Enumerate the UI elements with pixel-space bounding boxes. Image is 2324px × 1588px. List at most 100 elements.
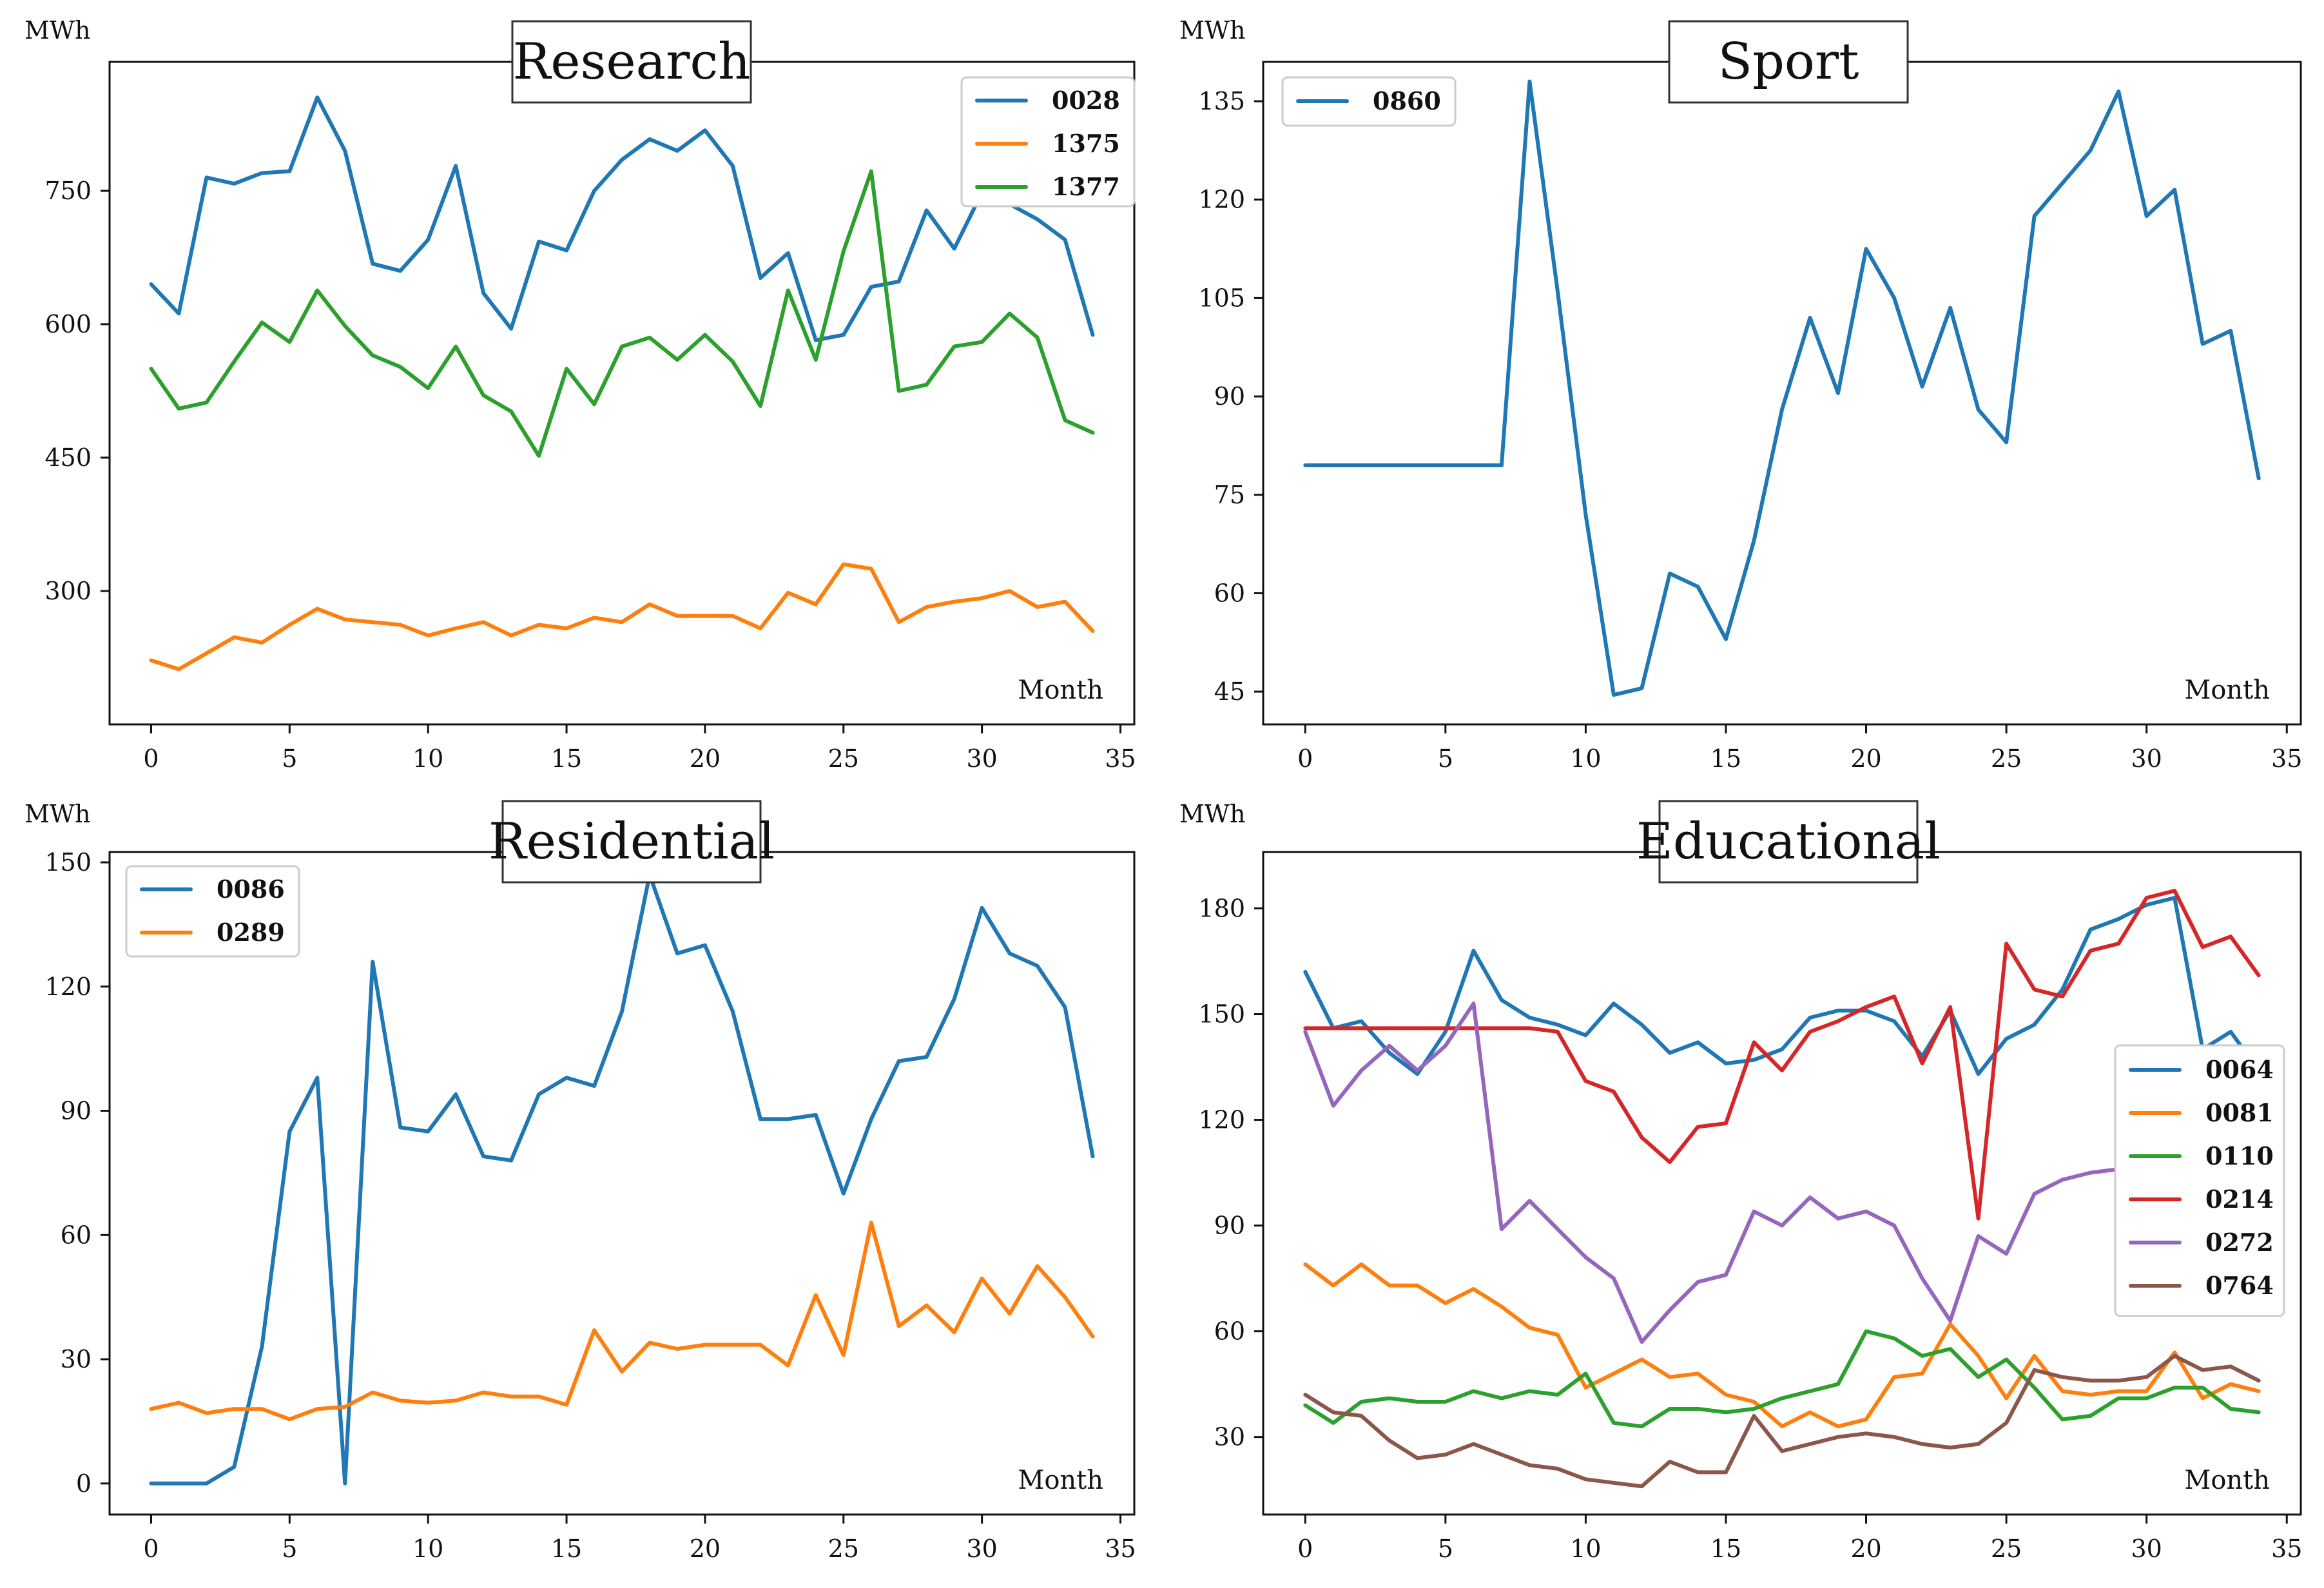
x-tick-label: 0 [1297,744,1313,773]
x-tick-label: 35 [2271,1535,2302,1563]
legend-label-0214: 0214 [2205,1185,2274,1214]
legend: 0860 [1281,76,1457,127]
x-tick-label: 20 [690,1535,721,1563]
x-tick-label: 30 [966,744,997,773]
legend: 0028 1375 1377 [960,76,1136,208]
series-line-0028 [149,95,1095,342]
y-tick-label: 45 [1214,677,1245,706]
legend-label-0064: 0064 [2205,1055,2274,1084]
x-tick-label: 15 [1710,744,1741,773]
legend-box [960,76,1136,208]
chart-title: Residential [489,813,775,871]
y-tick-label: 120 [1198,186,1245,214]
x-tick-label: 5 [282,744,297,773]
y-tick-label: 300 [44,577,92,605]
legend-label-0289: 0289 [217,918,285,947]
legend: 0064 0081 0110 0214 0272 0764 [2114,1044,2285,1317]
legend-label-1377: 1377 [1052,172,1120,201]
y-tick-label: 105 [1198,284,1245,312]
chart-panel-sport: 0 5 10 15 20 25 30 35 45 60 75 90 105 120 135 MWh Month S… [1179,16,2302,773]
chart-panel-residential: 0 5 10 15 20 25 30 35 0 30 60 90 120 150 MWh Month Resid… [24,800,1136,1563]
y-tick-label: 90 [61,1097,92,1125]
y-tick-label: 150 [1198,1000,1245,1029]
y-tick-label: 150 [44,848,92,876]
x-tick-label: 15 [1710,1535,1741,1563]
x-tick-label: 30 [2131,744,2162,773]
x-tick-label: 25 [1991,1535,2022,1563]
y-tick-label: 75 [1214,481,1245,509]
chart-panel-educational: 0 5 10 15 20 25 30 35 30 60 90 120 150 180 MWh Month Edu… [1179,800,2302,1563]
y-axis-label: MWh [24,16,90,44]
y-tick-label: 30 [61,1345,92,1373]
series-line-0289 [149,1221,1095,1422]
legend-label-0110: 0110 [2205,1141,2274,1170]
x-tick-label: 5 [1438,744,1453,773]
series-line-0110 [1303,1329,2261,1429]
y-tick-label: 135 [1198,87,1245,115]
title-box [501,800,762,884]
x-tick-label: 10 [1570,1535,1601,1563]
series-line-0064 [1303,896,2261,1076]
x-tick-label: 15 [551,1535,582,1563]
y-tick-label: 60 [1214,579,1245,607]
chart-title: Research [513,33,751,91]
series-line-0081 [1303,1262,2261,1429]
legend-label-0028: 0028 [1052,86,1120,115]
y-axis-label: MWh [1179,800,1245,828]
y-axis-label: MWh [1179,16,1245,44]
legend-label-0764: 0764 [2205,1271,2274,1300]
x-tick-label: 30 [2131,1535,2162,1563]
y-tick-label: 180 [1198,894,1245,922]
series-line-1377 [149,169,1095,458]
y-tick-label: 60 [1214,1317,1245,1346]
x-tick-label: 0 [143,1535,159,1563]
x-tick-label: 20 [690,744,721,773]
x-axis-label: Month [1018,675,1103,705]
x-tick-label: 0 [143,744,159,773]
series-line-0214 [1303,889,2261,1221]
x-tick-label: 20 [1850,744,1881,773]
x-axis-label: Month [2184,1466,2270,1495]
title-box [1668,20,1909,104]
y-tick-label: 90 [1214,382,1245,411]
x-axis-label: Month [1018,1466,1103,1495]
y-tick-label: 120 [1198,1106,1245,1134]
x-tick-label: 5 [1438,1535,1453,1563]
x-tick-label: 35 [1105,744,1136,773]
x-tick-label: 35 [2271,744,2302,773]
x-tick-label: 20 [1850,1535,1881,1563]
y-tick-label: 120 [44,973,92,1001]
series-line-0086 [149,873,1095,1486]
title-box [511,20,752,104]
x-tick-label: 35 [1105,1535,1136,1563]
series-line-0764 [1303,1353,2261,1489]
legend-label-0272: 0272 [2205,1228,2274,1257]
y-tick-label: 600 [44,310,92,338]
series-line-1375 [149,562,1095,672]
x-tick-label: 5 [282,1535,297,1563]
x-tick-label: 10 [412,1535,443,1563]
y-tick-label: 90 [1214,1212,1245,1240]
x-tick-label: 0 [1297,1535,1313,1563]
legend-label-1375: 1375 [1052,129,1120,158]
y-tick-label: 60 [61,1221,92,1249]
x-tick-label: 25 [828,744,859,773]
x-tick-label: 25 [828,1535,859,1563]
legend-label-0860: 0860 [1373,86,1441,115]
y-tick-label: 450 [44,443,92,472]
y-tick-label: 30 [1214,1423,1245,1451]
chart-title: Sport [1718,33,1859,91]
y-axis-label: MWh [24,800,90,828]
x-tick-label: 30 [966,1535,997,1563]
series-line-0272 [1303,1002,2261,1344]
legend-box [1281,76,1457,127]
x-axis-label: Month [2184,675,2270,705]
legend-label-0086: 0086 [217,875,285,904]
chart-panel-research: 0 5 10 15 20 25 30 35 300 450 600 750 MWh Month Resear… [24,16,1136,773]
x-tick-label: 15 [551,744,582,773]
y-tick-label: 750 [44,177,92,205]
x-tick-label: 10 [412,744,443,773]
chart-title: Educational [1636,813,1941,871]
title-box [1658,800,1919,884]
